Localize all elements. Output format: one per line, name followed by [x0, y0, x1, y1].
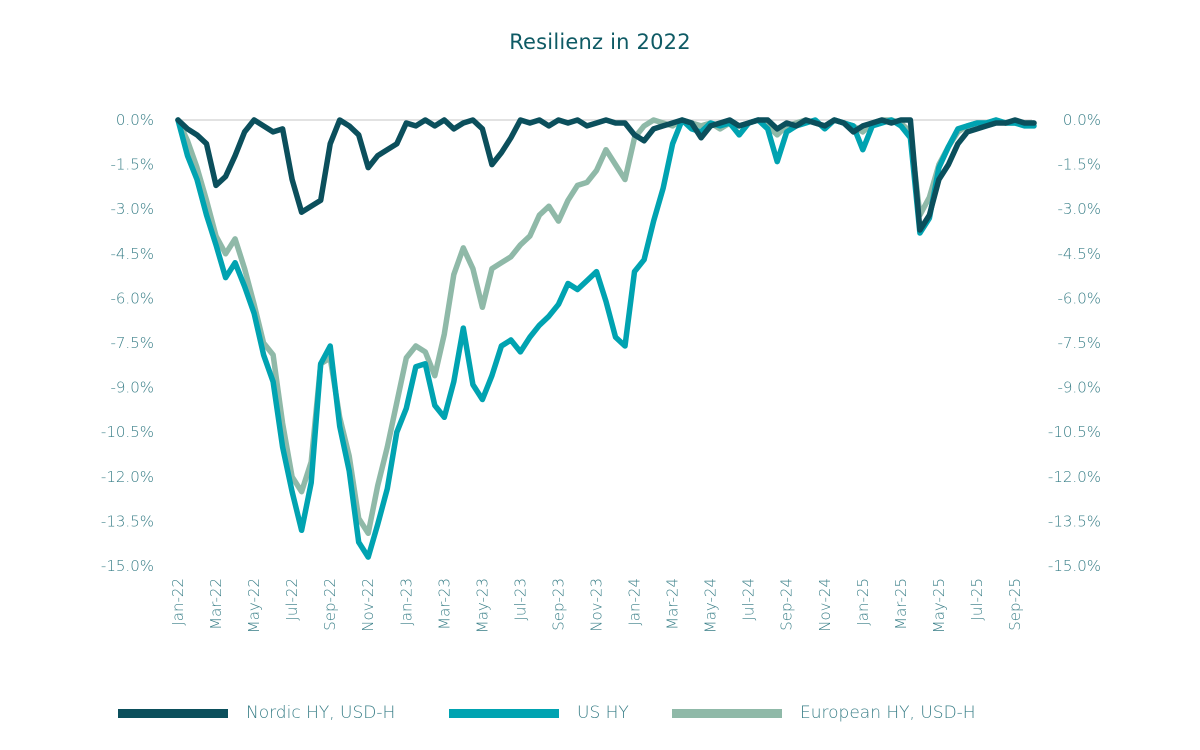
series-line-us-hy — [175, 117, 1037, 560]
y-tick-label-right: 0.0% — [1063, 111, 1101, 129]
x-tick-label: Jan-23 — [397, 578, 415, 626]
y-tick-label-left: -12.0% — [101, 468, 154, 486]
y-tick-label-left: -7.5% — [110, 334, 154, 352]
x-tick-label: Jul-22 — [283, 578, 301, 621]
x-tick-label: Nov-24 — [816, 578, 834, 632]
legend-item-nordic-hy[interactable]: Nordic HY, USD-H — [118, 703, 395, 723]
y-tick-label-left: 0.0% — [116, 111, 154, 129]
legend-swatch-us-hy — [449, 708, 559, 718]
y-tick-label-right: -9.0% — [1057, 379, 1101, 397]
x-tick-label: Sep-23 — [549, 578, 567, 631]
y-tick-label-right: -6.0% — [1057, 289, 1101, 307]
x-tick-label: Jul-24 — [740, 578, 758, 621]
x-axis: Jan-22 Mar-22 May-22 Jul-22 Sep-22 Nov-22 Jan-… — [169, 578, 1024, 633]
x-tick-label: Jan-22 — [169, 578, 187, 626]
y-tick-label-left: -13.5% — [101, 512, 154, 530]
y-tick-label-right: -3.0% — [1057, 200, 1101, 218]
x-tick-label: Jan-25 — [854, 578, 872, 626]
x-tick-label: Jan-24 — [626, 578, 644, 626]
series-line-european-hy — [175, 117, 1037, 537]
x-tick-label: Nov-22 — [359, 578, 377, 632]
y-tick-label-right: -7.5% — [1057, 334, 1101, 352]
x-tick-label: Mar-23 — [435, 578, 453, 630]
y-axis-right: 0.0% -1.5% -3.0% -4.5% -6.0% -7.5% -9.0% -10.5%… — [1048, 111, 1101, 575]
legend-label-european-hy: European HY, USD-H — [800, 703, 976, 723]
y-tick-label-left: -15.0% — [101, 557, 154, 575]
x-tick-label: Mar-22 — [207, 578, 225, 630]
y-tick-label-right: -12.0% — [1048, 468, 1101, 486]
y-tick-label-right: -15.0% — [1048, 557, 1101, 575]
y-tick-label-left: -10.5% — [101, 423, 154, 441]
y-tick-label-left: -9.0% — [110, 379, 154, 397]
chart-plot-area: 0.0% -1.5% -3.0% -4.5% -6.0% -7.5% -9.0% -10.5%… — [101, 111, 1101, 633]
x-tick-label: Sep-22 — [321, 578, 339, 631]
x-tick-label: May-24 — [702, 578, 720, 633]
x-tick-label: May-22 — [245, 578, 263, 633]
x-tick-label: Sep-25 — [1006, 578, 1024, 631]
x-tick-label: May-25 — [930, 578, 948, 633]
y-axis-left: 0.0% -1.5% -3.0% -4.5% -6.0% -7.5% -9.0% -10.5%… — [101, 111, 154, 575]
y-tick-label-left: -6.0% — [110, 289, 154, 307]
x-tick-label: Mar-25 — [892, 578, 910, 630]
y-tick-label-left: -1.5% — [110, 156, 154, 174]
x-tick-label: Mar-24 — [664, 578, 682, 630]
x-tick-label: Nov-23 — [588, 578, 606, 632]
x-tick-label: Sep-24 — [778, 578, 796, 631]
y-tick-label-left: -4.5% — [110, 245, 154, 263]
legend-label-us-hy: US HY — [577, 703, 629, 723]
x-tick-label: May-23 — [473, 578, 491, 633]
y-tick-label-right: -1.5% — [1057, 156, 1101, 174]
y-tick-label-right: -13.5% — [1048, 512, 1101, 530]
y-tick-label-left: -3.0% — [110, 200, 154, 218]
x-tick-label: Jul-25 — [968, 578, 986, 621]
legend: Nordic HY, USD-H US HY European HY, USD-… — [0, 703, 1200, 733]
series-line-nordic-hy — [175, 117, 1037, 233]
legend-item-european-hy[interactable]: European HY, USD-H — [672, 703, 976, 723]
legend-swatch-european-hy — [672, 708, 782, 718]
x-tick-label: Jul-23 — [511, 578, 529, 621]
legend-swatch-nordic-hy — [118, 708, 228, 718]
series-layer — [175, 117, 1037, 560]
legend-label-nordic-hy: Nordic HY, USD-H — [246, 703, 396, 723]
chart-title: Resilienz in 2022 — [509, 30, 691, 54]
y-tick-label-right: -4.5% — [1057, 245, 1101, 263]
y-tick-label-right: -10.5% — [1048, 423, 1101, 441]
legend-item-us-hy[interactable]: US HY — [449, 703, 629, 723]
